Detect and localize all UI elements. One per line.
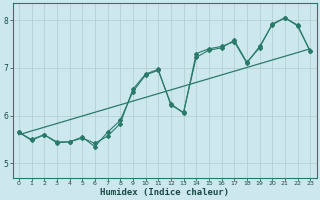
X-axis label: Humidex (Indice chaleur): Humidex (Indice chaleur) xyxy=(100,188,229,197)
